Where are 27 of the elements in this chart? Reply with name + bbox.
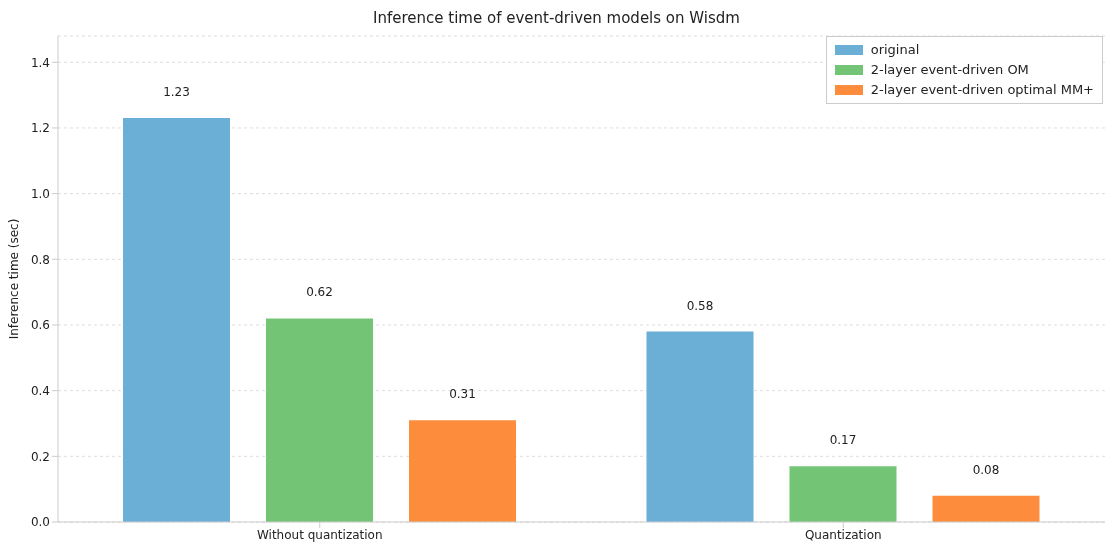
bar: [123, 118, 230, 522]
x-tick-label: Quantization: [804, 527, 882, 542]
y-tick-label: 0.0: [30, 515, 50, 530]
bar: [409, 420, 516, 522]
legend-label: original: [870, 41, 920, 59]
y-tick-label: 1.4: [30, 55, 50, 70]
legend-label: 2-layer event-driven optimal MM+: [870, 81, 1094, 99]
bar: [646, 331, 754, 522]
y-tick-label: 1.2: [30, 121, 50, 136]
data-label: 0.31: [449, 387, 476, 402]
data-label: 1.23: [163, 85, 190, 100]
y-tick-label: 0.2: [30, 449, 50, 464]
bar: [789, 466, 897, 522]
y-tick-label: 0.6: [30, 318, 50, 333]
y-tick-label: 0.4: [30, 383, 50, 398]
data-label: 0.08: [972, 462, 1000, 477]
legend-label: 2-layer event-driven OM: [870, 61, 1029, 79]
y-tick-label: 1.0: [30, 186, 50, 201]
bar: [266, 318, 373, 522]
bar: [932, 495, 1040, 522]
chart-title: Inference time of event-driven models on Wisdm: [372, 8, 741, 28]
data-label: 0.58: [686, 298, 714, 313]
x-tick-label: Without quantization: [256, 527, 383, 542]
data-label: 0.62: [306, 285, 333, 300]
y-tick-label: 0.8: [30, 252, 50, 267]
y-axis-title: Inference time (sec): [7, 218, 22, 340]
data-label: 0.17: [829, 433, 857, 448]
